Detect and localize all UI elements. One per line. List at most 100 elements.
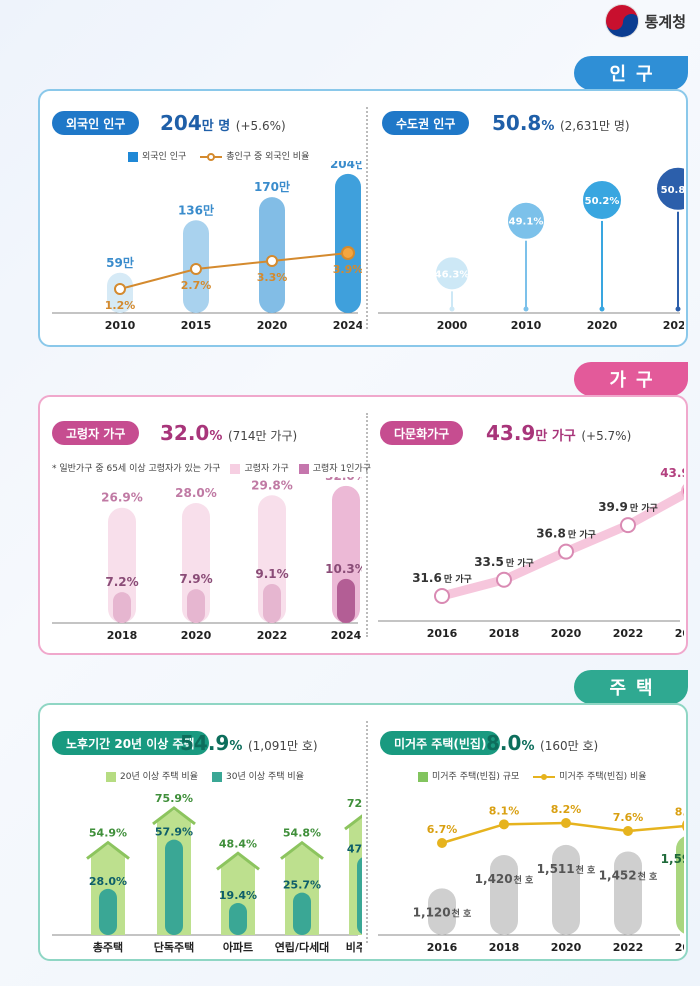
- elderly-chart: 2018 2020 2022 2024 26.9% 28.0% 29.8% 32.0% 7.2%…: [52, 477, 362, 642]
- bar-value-label: 54.9%: [89, 827, 127, 840]
- trend-value-label: 31.6 만 가구: [412, 571, 472, 585]
- bar-value-label: 29.8%: [251, 478, 293, 492]
- stem-base: [599, 306, 605, 312]
- bubble: [581, 179, 623, 222]
- trend-value-label: 33.5 만 가구: [474, 555, 534, 569]
- rate-point: [437, 838, 447, 848]
- bar-value-label: 170만: [254, 179, 290, 194]
- panel-household: 고령자 가구 32.0% (714만 가구) * 일반가구 중 65세 이상 고…: [38, 395, 688, 655]
- x-tick-label: 2020: [257, 319, 288, 332]
- trend-point: [434, 588, 450, 604]
- rate-point: [190, 263, 202, 275]
- rate-value-label: 7.6%: [613, 811, 644, 824]
- bubble-value-label: 50.2%: [585, 196, 620, 207]
- panel-population: 외국인 인구 204만 명 (+5.6%) 외국인 인구 총인구 중 외국인 비…: [38, 89, 688, 347]
- bar-value-label: 1,452천 호: [599, 868, 658, 882]
- bar: [229, 903, 247, 935]
- section-tab-population: 인구: [574, 56, 688, 90]
- aging-housing-legend: 20년 이상 주택 비율 30년 이상 주택 비율: [106, 769, 304, 782]
- vacant-legend: 미거주 주택(빈집) 규모 미거주 주택(빈집) 비율: [418, 769, 647, 782]
- elderly-pill: 고령자 가구: [52, 421, 140, 445]
- trend-point: [558, 543, 574, 560]
- bar-value-label: 1,120천 호: [413, 905, 472, 919]
- capital-headline: 50.8% (2,631만 명): [492, 111, 630, 135]
- x-tick-label: 2024: [663, 319, 684, 332]
- capital-chart: 2000 2010 2020 2024 46.3% 49.1% 50.2% 50.8%: [378, 165, 684, 332]
- bar: [293, 892, 311, 935]
- x-tick-label: 2000: [437, 319, 468, 332]
- rate-value-label: 2.7%: [181, 279, 212, 292]
- rate-point: [623, 826, 633, 836]
- bar-value-label: 10.3%: [325, 562, 362, 576]
- house-roof: [280, 840, 324, 860]
- bar-value-label: 1,511천 호: [537, 862, 596, 876]
- bubble-value-label: 50.8%: [661, 185, 684, 196]
- x-tick-label: 2022: [613, 627, 644, 640]
- x-tick-label: 2024: [675, 627, 684, 640]
- vacant-pill: 미거주 주택(빈집): [380, 731, 501, 755]
- bar-value-label: 25.7%: [283, 879, 321, 892]
- x-tick-label: 2020: [587, 319, 618, 332]
- trend-value-label: 36.8 만 가구: [536, 527, 596, 541]
- section-label: 주택: [609, 678, 663, 699]
- x-tick-label: 2022: [613, 941, 644, 954]
- x-tick-label: 2016: [427, 627, 458, 640]
- elderly-headline: 32.0% (714만 가구): [160, 421, 298, 445]
- bubble-value-label: 49.1%: [509, 217, 544, 228]
- x-tick-label: 2022: [257, 629, 288, 642]
- bar: [187, 589, 205, 623]
- section-label: 인구: [609, 64, 663, 85]
- rate-value-label: 8.0%: [675, 806, 684, 819]
- bar-value-label: 26.9%: [101, 491, 143, 505]
- x-tick-label: 2020: [551, 627, 582, 640]
- rate-value-label: 8.1%: [489, 804, 520, 817]
- bar: [263, 584, 281, 623]
- bar-value-label: 28.0%: [89, 875, 127, 888]
- section-label: 가구: [609, 370, 663, 391]
- bar-value-label: 9.1%: [255, 567, 288, 581]
- bar: [337, 578, 355, 623]
- bar: [99, 888, 117, 935]
- rate-value-label: 3.3%: [257, 271, 288, 284]
- x-tick-label: 2020: [551, 941, 582, 954]
- stem-base: [449, 306, 455, 312]
- rate-value-label: 8.2%: [551, 803, 582, 816]
- vacant-headline: 8.0% (160만 호): [486, 731, 599, 755]
- x-tick-label: 2010: [511, 319, 542, 332]
- x-tick-label: 2015: [181, 319, 212, 332]
- bar-value-label: 1,420천 호: [475, 872, 534, 886]
- house-roof: [216, 851, 260, 871]
- rate-point: [341, 246, 355, 260]
- multicultural-headline: 43.9만 가구 (+5.7%): [486, 421, 632, 445]
- bar-value-label: 7.2%: [105, 575, 138, 589]
- x-tick-label: 아파트: [223, 940, 253, 954]
- bar: [335, 173, 361, 313]
- x-tick-label: 2020: [181, 629, 212, 642]
- x-tick-label: 총주택: [93, 940, 123, 954]
- bar: [428, 888, 456, 935]
- bar-value-label: 47.7%: [347, 842, 362, 855]
- elderly-legend: * 일반가구 중 65세 이상 고령자가 있는 가구 고령자 가구 고령자 1인…: [52, 463, 372, 474]
- house-roof: [86, 840, 130, 860]
- bubble: [434, 255, 470, 292]
- trend-point: [620, 517, 636, 534]
- bar-value-label: 75.9%: [155, 792, 193, 805]
- panel-housing: 노후기간 20년 이상 주택 54.9% (1,091만 호) 20년 이상 주…: [38, 703, 688, 961]
- x-tick-label: 2016: [427, 941, 458, 954]
- house-roof: [344, 814, 362, 831]
- rate-value-label: 1.2%: [105, 299, 136, 312]
- x-tick-label: 2024: [333, 319, 362, 332]
- bubble: [655, 165, 684, 212]
- x-tick-label: 2018: [107, 629, 138, 642]
- bar: [552, 844, 580, 935]
- bar: [614, 851, 642, 935]
- bar-value-label: 28.0%: [175, 486, 217, 500]
- rate-point: [266, 255, 278, 267]
- foreign-headline: 204만 명 (+5.6%): [160, 111, 286, 135]
- bar: [490, 855, 518, 935]
- taegeuk-icon: [604, 4, 639, 38]
- vacant-chart: 2016 2018 2020 2022 2024 1,120천 호 1,420천 호1,51…: [378, 803, 684, 954]
- aging-housing-pill: 노후기간 20년 이상 주택: [52, 731, 209, 755]
- bar-value-label: 7.9%: [179, 572, 212, 586]
